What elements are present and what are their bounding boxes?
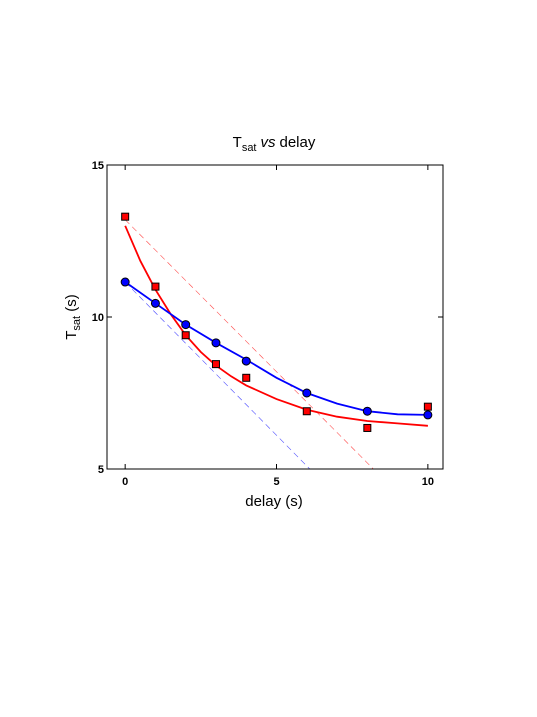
data-point-red (423, 402, 432, 411)
y-tick-label: 15 (92, 160, 104, 172)
data-point-blue (181, 320, 191, 330)
fit-curve-red (124, 225, 428, 427)
data-point-red (181, 331, 190, 340)
data-point-blue (120, 277, 130, 287)
data-point-red (121, 212, 130, 221)
chart-title-rest: delay (280, 134, 316, 151)
y-tick-label: 10 (92, 312, 104, 324)
data-point-red (302, 407, 311, 416)
tangent-lines (124, 219, 374, 470)
tangent-line-blue (124, 281, 311, 470)
fit-curves (124, 225, 428, 427)
data-point-blue (150, 298, 160, 308)
x-axis-ticks: 0 5 10 (122, 165, 434, 488)
y-axis-label-rest: (s) (63, 294, 80, 316)
fit-curve-blue (124, 281, 428, 416)
chart-title-subscript: sat (242, 142, 257, 154)
data-point-blue (302, 388, 312, 398)
data-point-blue (362, 406, 372, 416)
data-point-blue (211, 338, 221, 348)
y-axis-label-subscript: sat (71, 316, 83, 331)
data-point-red (363, 423, 372, 432)
x-tick-label: 5 (273, 476, 279, 488)
y-axis-ticks: 5 10 15 (92, 160, 443, 476)
data-point-red (211, 360, 220, 369)
data-point-blue (423, 410, 433, 420)
y-tick-label: 5 (98, 464, 104, 476)
chart-title-italic: vs (261, 134, 277, 151)
data-points (120, 212, 433, 432)
x-tick-label: 0 (122, 476, 128, 488)
data-point-red (151, 282, 160, 291)
y-axis-label: Tsat (s) (63, 294, 83, 340)
x-axis-label: delay (s) (245, 493, 303, 510)
data-point-red (242, 373, 251, 382)
plot-area (107, 165, 443, 469)
tangent-line-red (124, 219, 374, 470)
data-point-blue (241, 356, 251, 366)
x-tick-label: 10 (422, 476, 434, 488)
chart-title: Tsat vs delay (233, 134, 316, 154)
